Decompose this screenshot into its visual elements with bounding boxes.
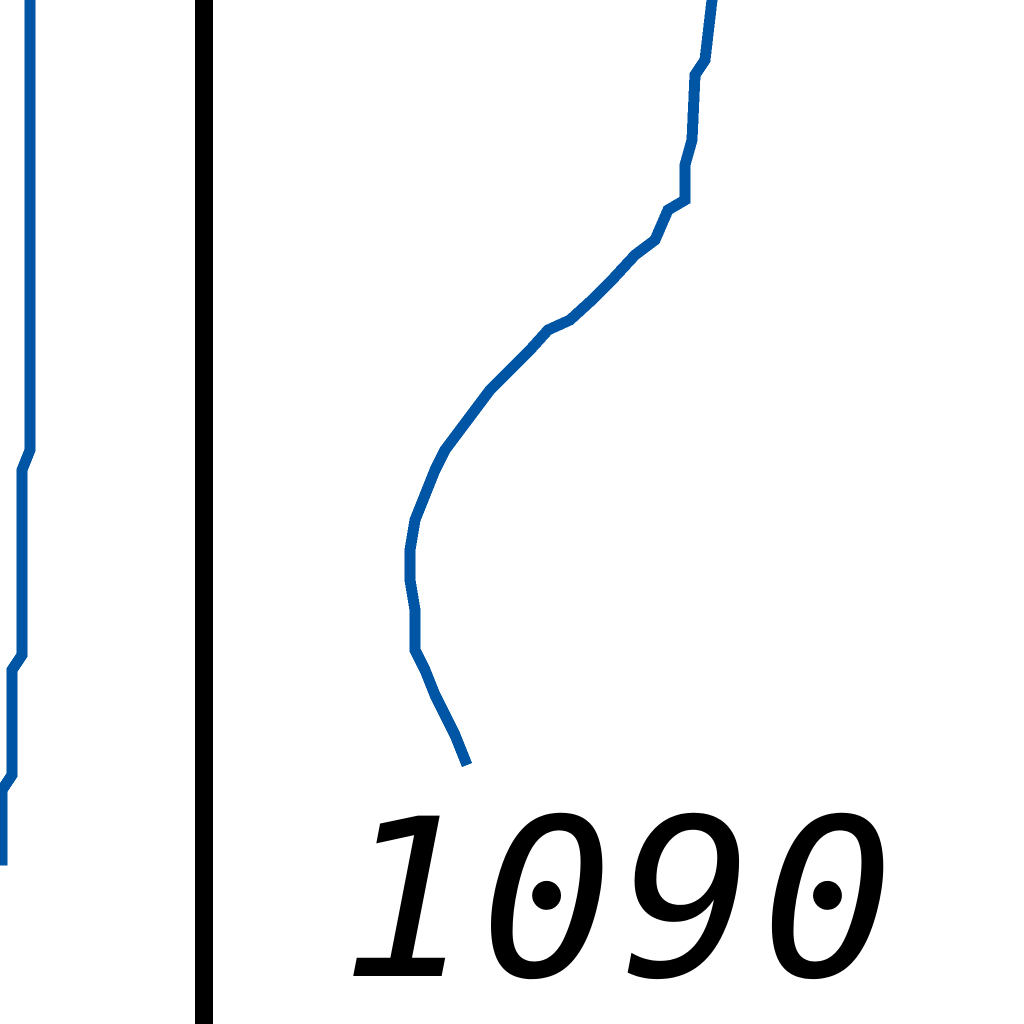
x-tick-label-1090: 1090 bbox=[340, 772, 902, 1024]
series-line-1 bbox=[0, 0, 36, 866]
series-line-2 bbox=[404, 0, 718, 768]
